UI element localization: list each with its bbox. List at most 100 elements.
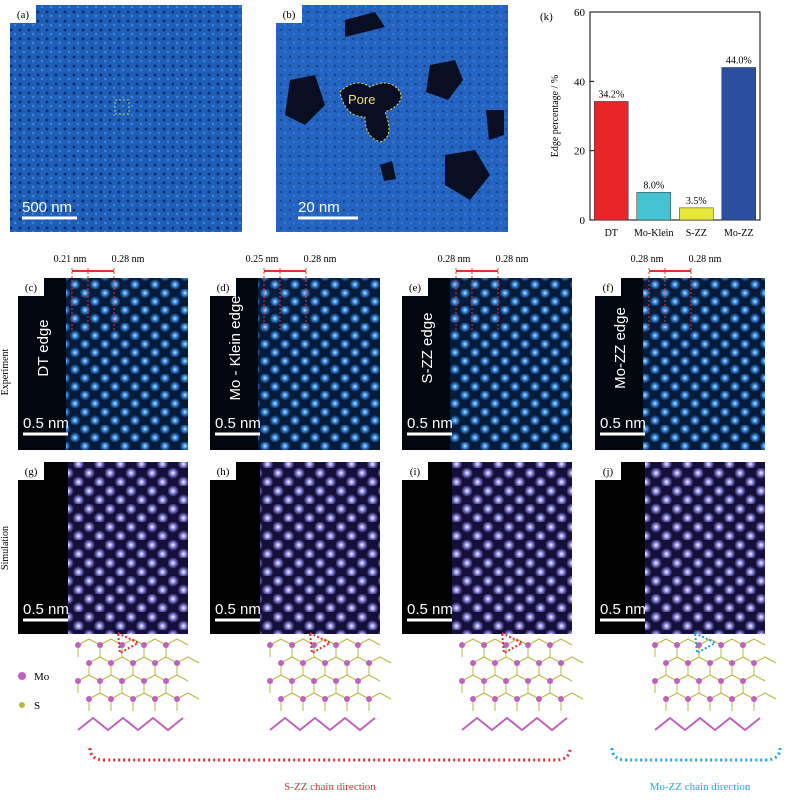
simulation-lattice [68,462,188,634]
mo-atom [536,696,542,702]
zigzag [654,716,761,732]
panel-label-bg [402,462,428,480]
bond [313,674,337,693]
edge-label: Mo-ZZ edge [612,307,629,389]
bond [110,656,134,675]
mo-atom [751,660,757,666]
panel-label: (c) [25,282,38,294]
bond [269,674,293,693]
y-tick-label: 0 [580,215,586,227]
mo-atom [685,660,691,666]
edge-triangle [500,631,525,655]
mo-atom [86,660,92,666]
bond [121,638,145,657]
bond [516,692,540,711]
bond [88,692,112,711]
spacing-label: 0.28 nm [631,254,664,265]
bond [335,674,359,693]
mo-atom [108,696,114,702]
bond [505,674,529,693]
bond [527,638,551,657]
bond [165,674,189,693]
experiment-lattice [643,278,765,450]
zigzag [461,716,568,732]
bond [302,656,326,675]
mo-atom [547,678,553,684]
bond [753,692,777,711]
mo-atom [459,678,465,684]
mo-atom [547,642,553,648]
mo-atom [718,642,724,648]
bar [636,192,671,221]
mo-atom [333,642,339,648]
bond [461,674,485,693]
scale-bar-label: 20 nm [298,199,340,216]
mo-atom [729,660,735,666]
panel-label-bg [402,278,428,296]
mo-atom [97,642,103,648]
panel-label: (g) [25,466,38,478]
panel-label-bg [595,278,621,296]
mo-atom [278,696,284,702]
scale-bar-label: 0.5 nm [215,415,261,432]
mo-atom [278,660,284,666]
mo-atom [470,660,476,666]
spacing-label: 0.28 nm [689,254,722,265]
bar [594,101,629,221]
mo-atom [108,660,114,666]
bond [143,638,167,657]
value-label: 44.0% [726,55,752,66]
edge-triangle [308,631,333,655]
scale-bar-label: 0.5 nm [215,601,261,618]
bond [665,656,689,675]
bond [709,656,733,675]
bond [132,656,156,675]
bond [494,656,518,675]
mo-atom [558,696,564,702]
bond [88,656,112,675]
mo-atom [366,696,372,702]
simulation-lattice [260,462,380,634]
bond [731,692,755,711]
bond [110,692,134,711]
panel-label-bg [595,462,621,480]
panel-label: (i) [410,466,421,478]
plot-frame [589,11,761,221]
mo-atom [536,660,542,666]
bond [538,656,562,675]
bond [165,638,189,657]
scale-bar-label: 500 nm [22,199,72,216]
bond [368,692,392,711]
mo-atom [174,660,180,666]
legend-s [19,702,25,708]
bond [154,656,178,675]
x-tick-label: S-ZZ [686,228,707,239]
bond [698,674,722,693]
mo-atom [311,642,317,648]
mo-atom [119,678,125,684]
bar [721,67,756,221]
panel-label: (f) [603,282,614,294]
mo-atom [663,696,669,702]
mo-atom [322,660,328,666]
mo-atom [470,696,476,702]
mo-atom [740,678,746,684]
direction-bracket [88,747,572,762]
mo-atom [492,696,498,702]
panel-label: (e) [409,282,422,294]
experiment-lattice [258,278,380,450]
bond [742,674,766,693]
mo-atom [652,678,658,684]
mo-atom [344,660,350,666]
legend-label: S [34,700,40,712]
edge-label: S-ZZ edge [419,313,436,384]
mo-atom [674,642,680,648]
bond [516,656,540,675]
y-tick-label: 60 [574,7,586,19]
bond [132,692,156,711]
experiment-lattice [450,278,572,450]
scale-bar-label: 0.5 nm [407,415,453,432]
layout [10,5,508,232]
bond [472,656,496,675]
bond [698,638,722,657]
